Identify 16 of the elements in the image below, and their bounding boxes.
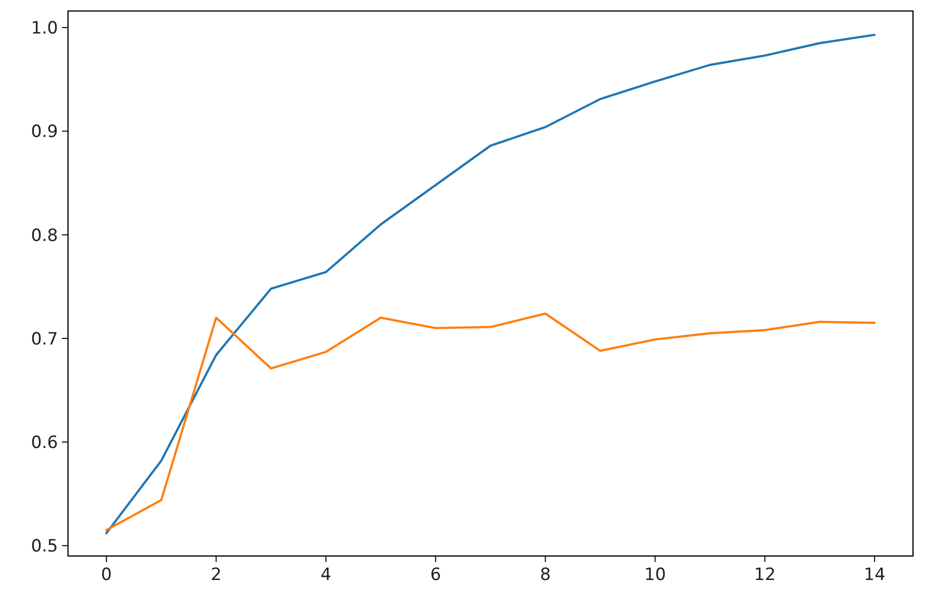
- y-tick-label: 0.8: [30, 226, 58, 246]
- y-tick-label: 0.7: [30, 329, 58, 350]
- x-tick-label: 2: [210, 565, 222, 585]
- y-tick-label: 0.6: [30, 432, 58, 453]
- x-tick-label: 12: [754, 565, 776, 585]
- x-tick-label: 10: [644, 565, 666, 585]
- y-tick-label: 0.5: [30, 536, 58, 557]
- line-series: [105, 312, 876, 532]
- x-tick-label: 4: [320, 565, 332, 585]
- x-tick-label: 14: [864, 565, 886, 585]
- y-tick-label: 0.9: [30, 122, 58, 142]
- x-tick-label: 6: [430, 565, 442, 585]
- x-tick-label: 8: [540, 565, 551, 585]
- y-tick-label: 1.0: [30, 18, 58, 39]
- line-series: [105, 34, 876, 534]
- x-tick-label: 0: [100, 565, 112, 585]
